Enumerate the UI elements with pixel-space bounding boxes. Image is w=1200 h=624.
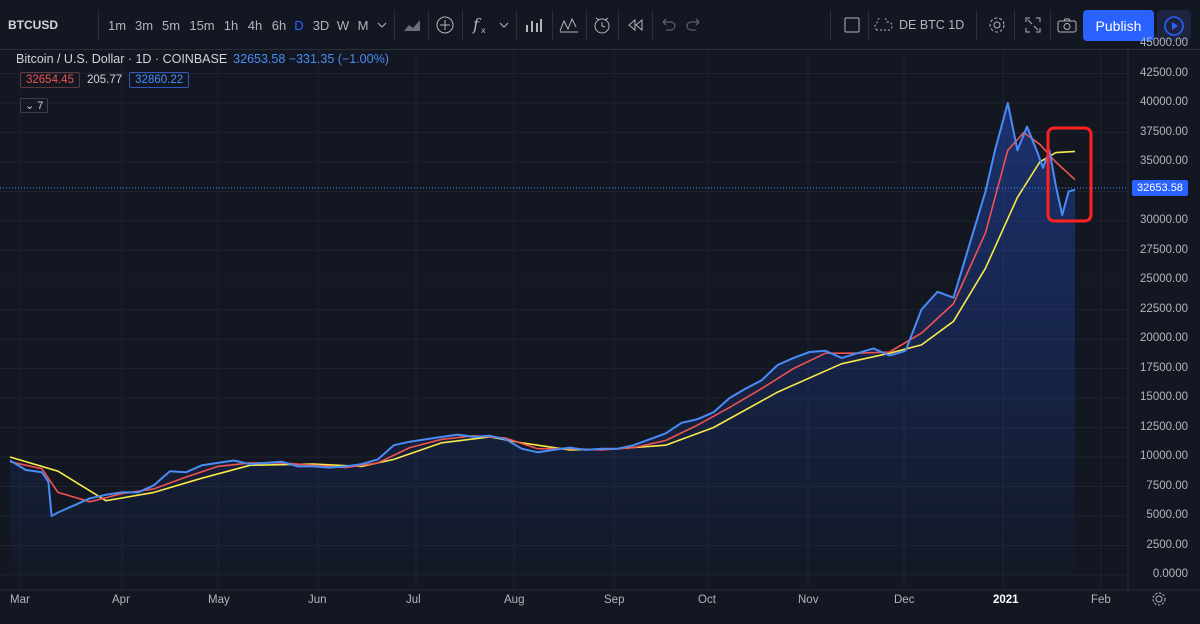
price-axis-label: 7500.00 [1146,479,1188,492]
time-axis-label: Mar [10,594,30,606]
price-axis-label: 0.0000 [1152,568,1188,580]
divider [586,10,587,40]
divider [652,10,653,40]
time-axis-label: Dec [894,594,915,606]
time-axis-label: Apr [112,594,130,606]
price-axis-label: 45000.00 [1140,37,1188,49]
divider [976,10,977,40]
price-axis-label: 30000.00 [1140,214,1188,226]
chart-legend: Bitcoin / U.S. Dollar · 1D · COINBASE 326… [16,52,389,66]
indicator-value-plain: 205.77 [86,74,123,86]
price-axis-label: 35000.00 [1140,155,1188,167]
price-axis-label: 37500.00 [1140,125,1188,138]
divider [98,10,99,40]
price-axis-label: 2500.00 [1146,538,1188,551]
price-area-fill [10,103,1075,575]
indicator-values: 32654.45 205.77 32860.22 [20,72,190,88]
time-axis-label: Nov [798,594,819,606]
fullscreen-icon[interactable] [1020,0,1046,50]
time-axis-label: Feb [1091,594,1111,606]
alert-icon[interactable] [590,0,614,50]
redo-icon[interactable] [682,0,706,50]
interval-6h[interactable]: 6h [271,17,287,33]
chevron-down-icon: ⌄ [25,100,35,112]
divider [394,10,395,40]
time-axis-label: May [208,594,230,606]
play-button[interactable] [1157,10,1191,41]
chart-style-icon[interactable] [400,0,424,50]
divider [552,10,553,40]
replay-icon[interactable] [622,0,648,50]
divider [516,10,517,40]
interval-15m[interactable]: 15m [189,17,215,33]
interval-1m[interactable]: 1m [107,17,127,33]
price-axis-label: 40000.00 [1140,96,1188,108]
divider [428,10,429,40]
price-axis-label: 20000.00 [1140,332,1188,344]
time-axis-label: 2021 [993,594,1019,606]
interval-d[interactable]: D [294,17,304,33]
price-axis-label: 12500.00 [1140,420,1188,433]
chart-series [9,102,1076,517]
interval-m[interactable]: M [357,17,369,33]
divider [830,10,831,40]
price-axis-label: 17500.00 [1140,361,1188,374]
interval-1h[interactable]: 1h [223,17,239,33]
layout-name: DE BTC 1D [899,18,965,32]
time-axis-label: Aug [504,594,525,606]
symbol-search[interactable]: BTCUSD [8,18,58,32]
publish-button[interactable]: Publish [1083,10,1154,41]
time-axis-label: Oct [698,594,716,606]
series-line-moving-average-1 [9,131,1076,503]
price-axis-label: 25000.00 [1140,273,1188,285]
symbol-description: Bitcoin / U.S. Dollar · 1D · COINBASE [16,52,228,66]
interval-3d[interactable]: 3D [312,17,330,33]
divider [1014,10,1015,40]
price-axis-label: 5000.00 [1146,509,1188,521]
time-axis-label: Jun [308,594,327,606]
collapse-count: 7 [37,100,44,112]
interval-w[interactable]: W [336,17,350,33]
chevron-down-icon[interactable] [496,0,512,50]
svg-text:f: f [472,15,482,34]
settings-gear-icon[interactable] [1151,591,1167,612]
highlight-annotation-box [1046,126,1093,223]
wave-icon[interactable] [556,0,582,50]
last-price-tag: 32653.58 [1132,180,1188,196]
price-axis-label: 15000.00 [1140,391,1188,403]
divider [462,10,463,40]
indicator-value-blue[interactable]: 32860.22 [129,72,190,88]
time-axis-label: Jul [406,594,421,606]
layout-square-icon[interactable] [840,0,864,50]
time-axis-label: Sep [604,594,625,606]
divider [1050,10,1051,40]
interval-3m[interactable]: 3m [134,17,154,33]
settings-gear-icon[interactable] [984,0,1010,50]
templates-icon[interactable] [522,0,546,50]
divider [618,10,619,40]
cloud-icon [874,18,893,31]
play-icon [1164,15,1184,36]
divider [868,10,869,40]
interval-4h[interactable]: 4h [247,17,263,33]
add-compare-icon[interactable] [432,0,458,50]
price-axis-label: 22500.00 [1140,302,1188,315]
layout-name-button[interactable]: DE BTC 1D [872,0,970,50]
interval-5m[interactable]: 5m [161,17,181,33]
price-chart[interactable] [0,50,1200,624]
camera-icon[interactable] [1054,0,1080,50]
indicators-collapse-toggle[interactable]: ⌄ 7 [20,98,49,113]
price-change: 32653.58 −331.35 (−1.00%) [233,52,389,66]
chevron-down-icon[interactable] [374,0,390,50]
price-axis-label: 42500.00 [1140,66,1188,79]
price-axis-label: 10000.00 [1140,450,1188,462]
series-line-btcusd [9,102,1076,517]
indicator-value-red[interactable]: 32654.45 [20,72,80,88]
undo-icon[interactable] [656,0,680,50]
price-axis-label: 27500.00 [1140,243,1188,256]
svg-text:x: x [481,26,486,35]
